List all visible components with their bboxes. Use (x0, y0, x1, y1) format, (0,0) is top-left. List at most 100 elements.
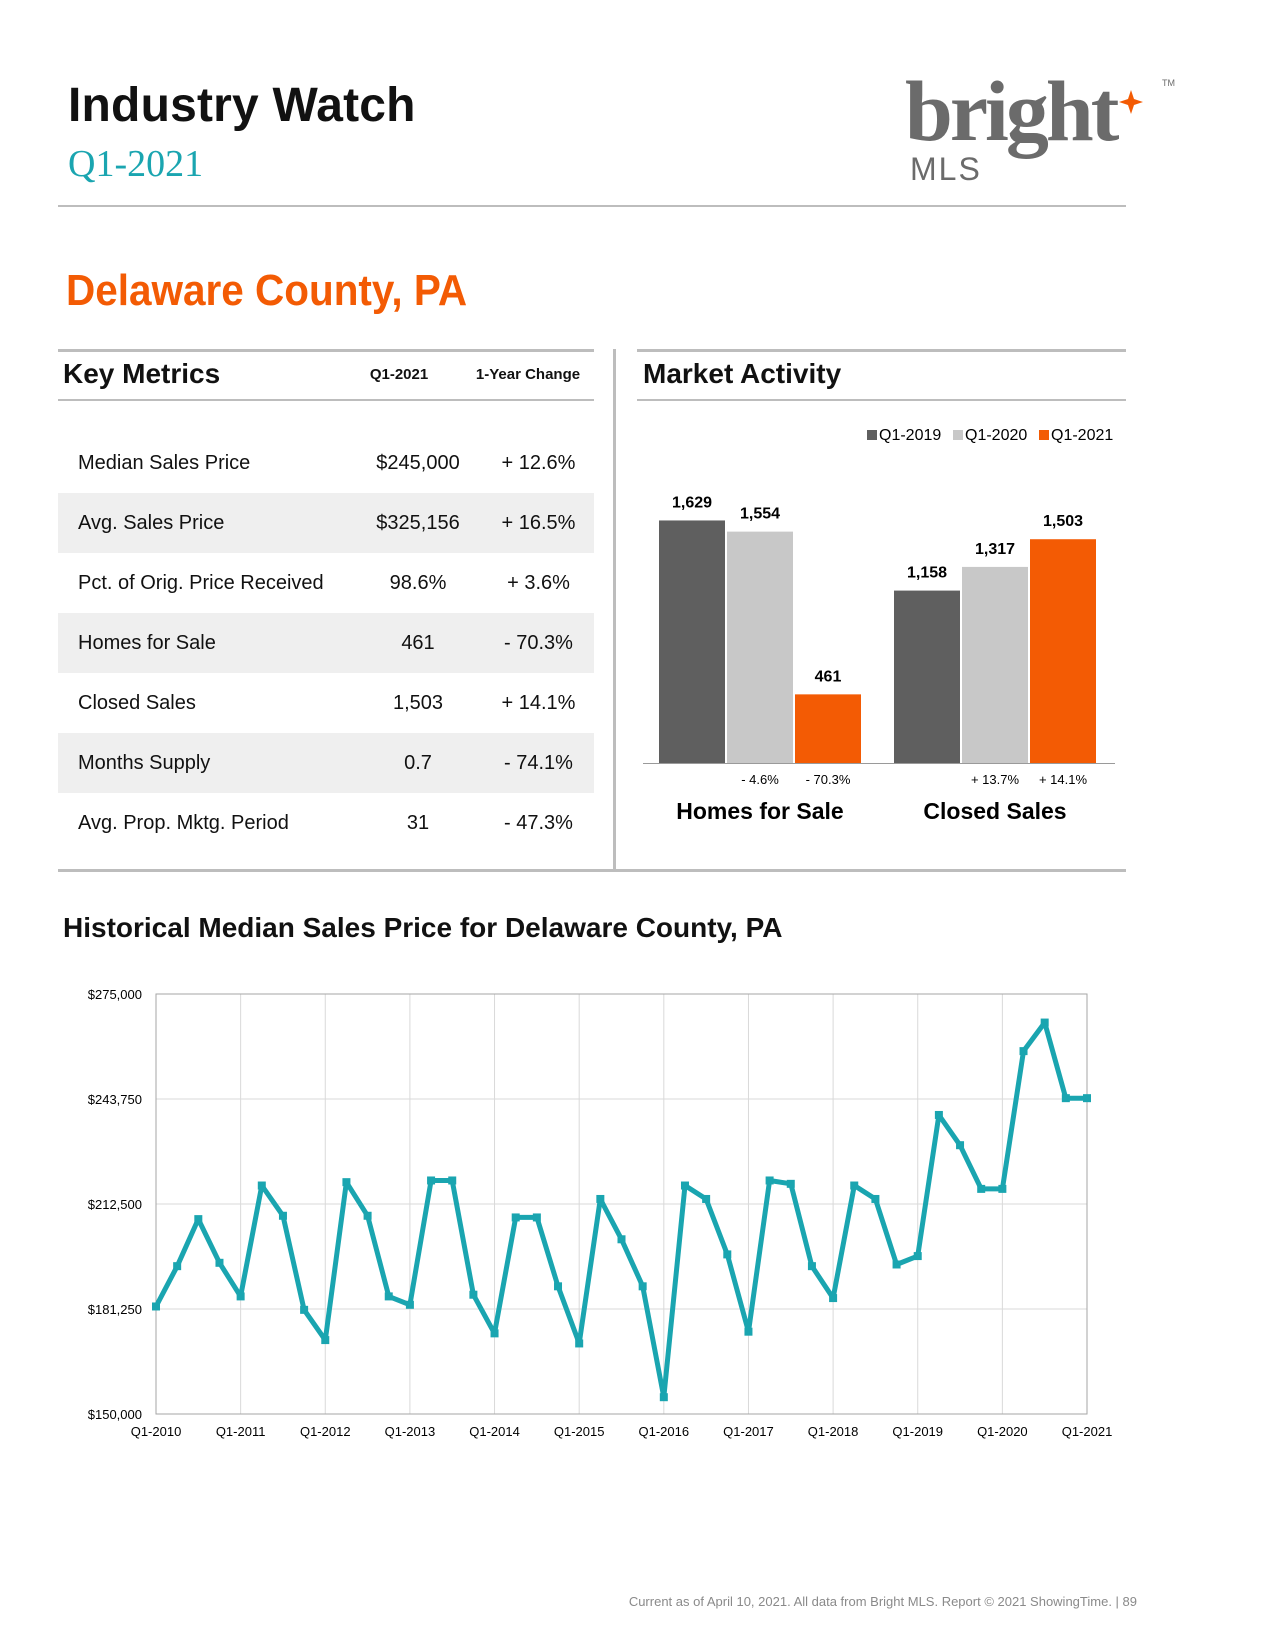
data-point (892, 1260, 901, 1269)
section-divider (58, 869, 1126, 872)
metric-change: - 47.3% (504, 811, 573, 834)
data-point (1083, 1094, 1091, 1103)
market-activity-header-rule (637, 399, 1126, 401)
page-title: Industry Watch (68, 79, 416, 132)
category-label: Homes for Sale (676, 798, 843, 824)
bar-value-label: 1,629 (672, 494, 712, 511)
bar-change-label: + 14.1% (1039, 772, 1088, 787)
metric-value: $245,000 (376, 451, 460, 474)
data-point (1019, 1047, 1028, 1056)
table-row: Closed Sales 1,503 + 14.1% (58, 673, 594, 733)
metric-change: + 12.6% (501, 451, 576, 474)
data-point (977, 1184, 986, 1193)
x-tick-label: Q1-2016 (639, 1424, 690, 1439)
y-tick-label: $150,000 (88, 1407, 142, 1422)
data-point (342, 1178, 351, 1187)
data-point (300, 1305, 309, 1314)
metric-value: 461 (353, 613, 483, 673)
bar (727, 531, 793, 763)
data-point (596, 1194, 605, 1203)
bar-value-label: 461 (815, 668, 842, 685)
data-point (850, 1181, 859, 1190)
bright-mls-logo: bright MLS TM (905, 72, 1175, 187)
history-title: Historical Median Sales Price for Delawa… (63, 912, 783, 943)
legend-swatch (1039, 430, 1049, 440)
data-point (152, 1302, 160, 1311)
market-activity-top-rule (637, 349, 1126, 352)
data-point (554, 1282, 563, 1291)
metric-label: Avg. Prop. Mktg. Period (78, 811, 289, 834)
metric-value: 0.7 (353, 733, 483, 793)
bar-change-label: + 13.7% (971, 772, 1020, 787)
table-row: Median Sales Price $245,000 + 12.6% (58, 433, 594, 493)
data-point (913, 1252, 922, 1261)
data-point (807, 1262, 816, 1271)
bar (894, 590, 960, 763)
legend-label: Q1-2020 (965, 427, 1027, 444)
panel-divider (613, 349, 616, 869)
data-point (511, 1213, 520, 1222)
bar (1030, 539, 1096, 763)
x-tick-label: Q1-2011 (216, 1424, 266, 1439)
category-label: Closed Sales (923, 798, 1066, 824)
data-point (278, 1211, 287, 1220)
x-tick-label: Q1-2018 (808, 1424, 859, 1439)
data-point (532, 1213, 541, 1222)
data-point (173, 1262, 182, 1271)
key-metrics-top-rule (58, 349, 594, 352)
data-point (680, 1181, 689, 1190)
col-change-header: 1-Year Change (475, 366, 581, 383)
key-metrics-header-rule (58, 399, 594, 401)
median-price-line (153, 1020, 1087, 1400)
legend-swatch (867, 430, 877, 440)
data-point (427, 1176, 436, 1185)
data-point (659, 1393, 668, 1402)
metric-label: Closed Sales (78, 691, 196, 714)
metric-value: 98.6% (389, 571, 447, 594)
x-tick-label: Q1-2012 (300, 1424, 351, 1439)
legend-label: Q1-2019 (879, 427, 941, 444)
data-point (469, 1290, 478, 1299)
bar-value-label: 1,503 (1043, 513, 1083, 530)
data-point (236, 1292, 245, 1301)
data-point (723, 1250, 732, 1259)
data-point (829, 1294, 838, 1303)
key-metrics-table: Median Sales Price $245,000 + 12.6% Avg. S… (58, 433, 594, 853)
metric-change: + 14.1% (501, 691, 576, 714)
page-subtitle: Q1-2021 (68, 143, 204, 185)
data-point (998, 1184, 1007, 1193)
x-tick-label: Q1-2019 (892, 1424, 943, 1439)
data-point (744, 1327, 753, 1336)
metric-change: - 70.3% (483, 613, 594, 673)
bar-value-label: 1,317 (975, 541, 1015, 558)
table-row: Avg. Sales Price $325,156 + 16.5% (58, 493, 594, 553)
footer-note: Current as of April 10, 2021. All data f… (628, 1594, 1137, 1609)
table-row: Homes for Sale 461- 70.3% (58, 613, 594, 673)
y-tick-label: $212,500 (88, 1197, 142, 1212)
logo-mls: MLS (910, 151, 982, 187)
x-tick-label: Q1-2010 (131, 1424, 182, 1439)
table-row: Months Supply 0.7- 74.1% (58, 733, 594, 793)
header-divider (58, 205, 1126, 207)
bar-value-label: 1,554 (740, 506, 780, 523)
key-metrics-title: Key Metrics (63, 358, 221, 389)
x-tick-label: Q1-2015 (554, 1424, 605, 1439)
x-tick-label: Q1-2020 (977, 1424, 1028, 1439)
data-point (448, 1176, 457, 1185)
data-point (765, 1176, 774, 1185)
data-point (934, 1110, 943, 1119)
col-period-header: Q1-2021 (369, 366, 429, 383)
data-point (702, 1194, 711, 1203)
x-tick-label: Q1-2014 (469, 1424, 520, 1439)
data-point (384, 1292, 393, 1301)
metric-value: 31 (406, 811, 430, 834)
bar-change-label: - 70.3% (806, 772, 851, 787)
data-point (363, 1211, 372, 1220)
metric-change: + 3.6% (507, 571, 570, 594)
market-activity-title: Market Activity (643, 358, 842, 389)
logo-wordmark: bright (905, 72, 1120, 159)
data-point (638, 1282, 647, 1291)
data-point (786, 1179, 795, 1188)
bar (962, 566, 1028, 763)
bar-value-label: 1,158 (907, 565, 947, 582)
